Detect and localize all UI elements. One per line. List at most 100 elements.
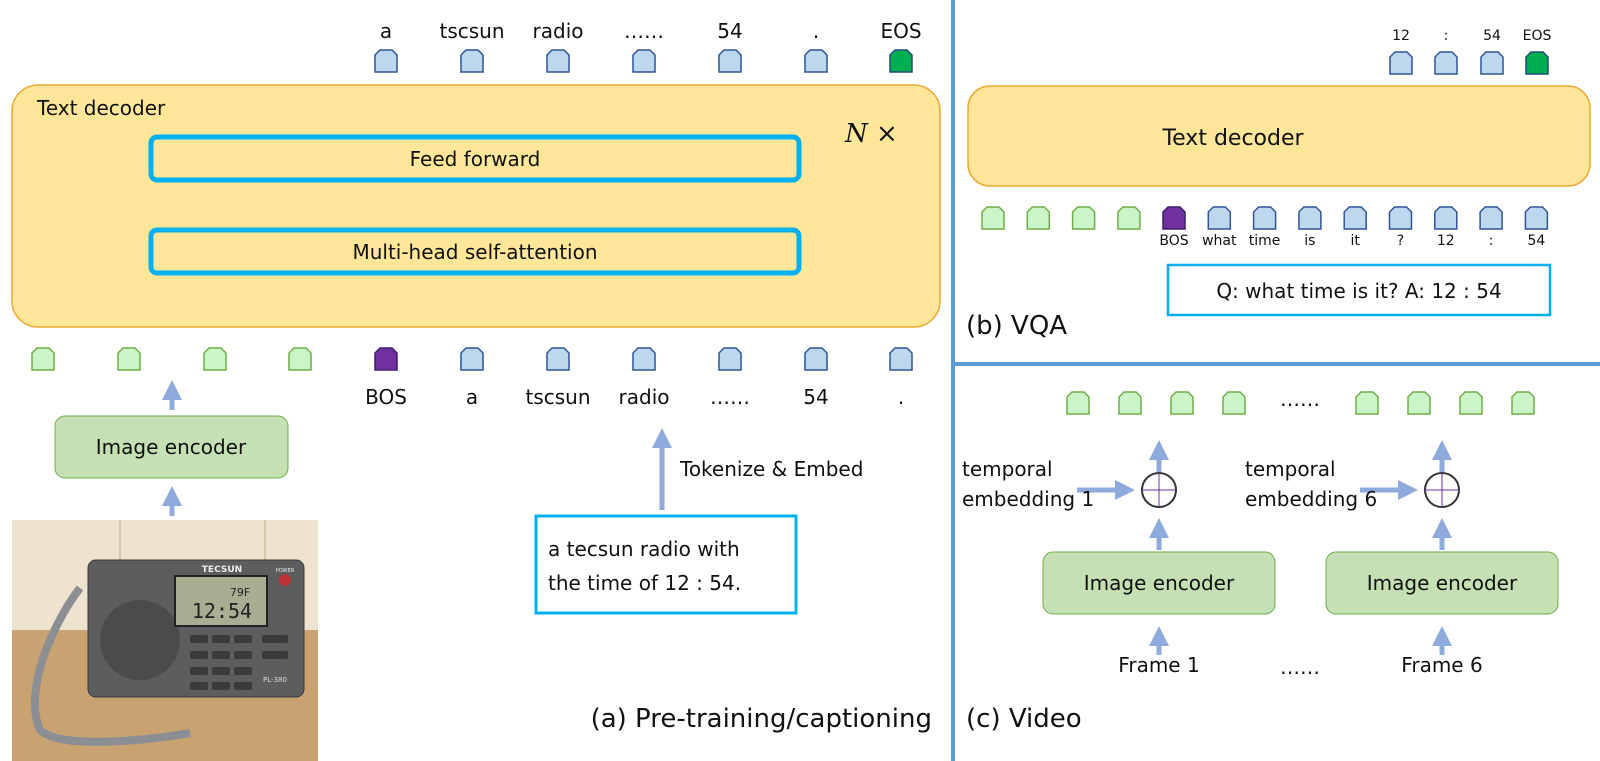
vqa-input-token [1524,206,1549,230]
video-token [1222,391,1246,415]
vqa-input-token-label: what [1202,233,1237,249]
vqa-input-token [1343,206,1367,230]
add-icon-cross [1425,473,1459,507]
video-image-encoder-label: Image encoder [1084,571,1235,595]
vqa-output-token-label: EOS [1523,28,1552,44]
panel-b-caption: (b) VQA [966,311,1067,341]
qa-text-box [1166,263,1552,317]
vqa-input-token [1434,206,1458,230]
caption-text-line-1: a tecsun radio with [548,537,740,561]
input-token-label: a [466,385,478,409]
text-decoder-label: Text decoder [36,96,166,120]
output-token [632,49,656,73]
input-token [718,347,742,371]
image-encoder-label: Image encoder [96,435,247,459]
temporal-embedding-label: temporal [962,457,1053,481]
vqa-output-token [1480,51,1504,75]
vqa-output-token-label: 54 [1483,28,1501,44]
frames-ellipsis: …… [1280,655,1320,679]
image-token [288,347,312,371]
output-token-label: …… [624,19,664,43]
svg-text:TECSUN: TECSUN [202,565,242,575]
caption-text-line-2: the time of 12 : 54. [548,571,741,595]
input-token-label: 54 [803,385,828,409]
vqa-input-token-label: BOS [1159,233,1188,249]
output-token [718,49,742,73]
image-token [117,347,141,371]
output-token-label: radio [533,19,584,43]
output-token-label: tscsun [439,19,504,43]
panel-a-caption: (a) Pre-training/captioning [591,704,932,734]
frame-label: Frame 1 [1118,653,1199,677]
temporal-embedding-label: embedding 6 [1245,487,1377,511]
text-decoder-block [11,84,941,328]
input-token [546,347,570,371]
input-token-label: BOS [365,385,407,409]
video-token-ellipsis: …… [1280,387,1320,411]
svg-text:12:54: 12:54 [192,599,252,623]
vqa-input-token-label: 12 [1437,233,1455,249]
svg-text:79F: 79F [230,586,250,599]
video-token [1118,391,1142,415]
caption-text-box [534,514,798,615]
svg-text:POWER: POWER [276,568,295,574]
input-token [460,347,484,371]
video-token [1355,391,1379,415]
vqa-input-token-label: ? [1397,233,1404,249]
image-token [31,347,55,371]
input-token [632,347,656,371]
output-token [889,49,913,73]
input-token-label: . [898,385,904,409]
input-token [889,347,913,371]
vqa-text-decoder-block [967,85,1591,187]
output-token-label: . [813,19,819,43]
vqa-input-token-label: it [1351,233,1361,249]
vqa-output-token [1389,51,1413,75]
output-token [804,49,828,73]
input-token [374,347,398,371]
self-attention-label: Multi-head self-attention [352,240,597,264]
input-token-label: tscsun [525,385,590,409]
video-token [1170,391,1194,415]
tokenize-embed-label: Tokenize & Embed [679,457,863,481]
feed-forward-layer [148,134,802,183]
vertical-divider [951,0,955,761]
image-token [203,347,227,371]
video-token [1066,391,1090,415]
vqa-input-token-label: time [1249,233,1281,249]
output-token-label: EOS [880,19,921,43]
temporal-embedding-label: embedding 1 [962,487,1094,511]
vqa-input-token [1207,206,1232,230]
input-token-label: radio [619,385,670,409]
input-token-label: …… [710,385,750,409]
repeat-n-label: N × [844,119,898,149]
qa-text: Q: what time is it? A: 12 : 54 [1216,279,1501,303]
vqa-image-token [981,206,1005,230]
vqa-output-token [1434,51,1458,75]
video-token [1459,391,1483,415]
svg-text:PL-380: PL-380 [263,676,287,684]
video-token [1511,391,1535,415]
temporal-embedding-label: temporal [1245,457,1336,481]
frame-label: Frame 6 [1401,653,1482,677]
input-token [804,347,828,371]
vqa-input-token-label: 54 [1527,233,1545,249]
vqa-input-token [1298,206,1322,230]
output-token-label: a [380,19,392,43]
output-token [460,49,484,73]
vqa-input-token-label: : [1489,233,1494,249]
vqa-image-token [1071,206,1096,230]
vqa-input-token [1252,206,1277,230]
output-token [546,49,570,73]
video-image-encoder-block [1325,551,1559,615]
vqa-input-token [1162,206,1186,230]
radio-photo: 12:54 79F TECSUN POWER PL-380 [12,520,318,761]
vqa-output-token [1525,51,1549,75]
video-token [1407,391,1431,415]
output-token-label: 54 [717,19,742,43]
image-encoder-block [54,415,289,479]
vqa-image-token [1117,206,1141,230]
output-token [374,49,398,73]
self-attention-layer [148,227,802,276]
